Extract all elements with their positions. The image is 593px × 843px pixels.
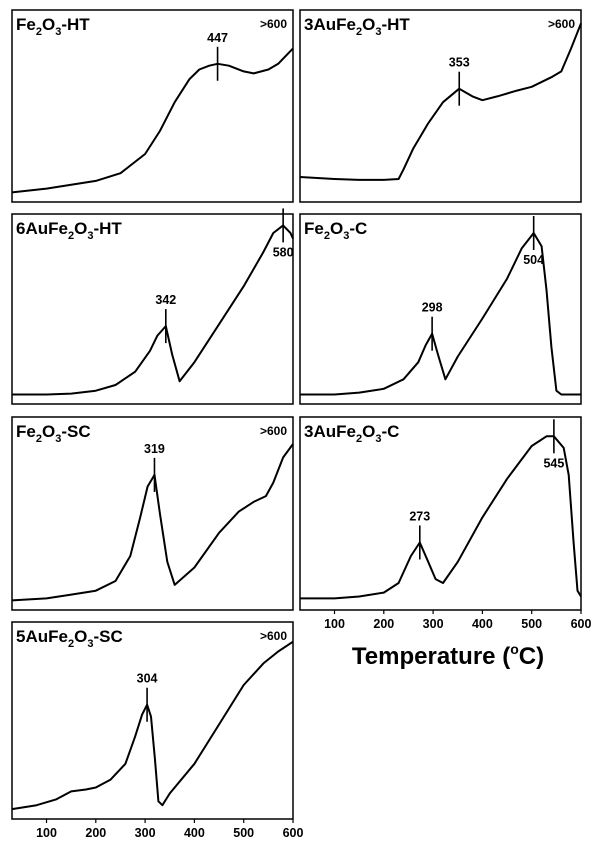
panel-title: 6AuFe2O3-HT <box>16 219 122 242</box>
x-tick-label: 300 <box>423 617 444 631</box>
x-tick-label: 400 <box>184 826 205 840</box>
series-line <box>12 224 294 396</box>
panel-frame <box>11 213 294 405</box>
x-tick-label: 600 <box>571 617 592 631</box>
x-axis-label: Temperature (oC) <box>352 641 544 670</box>
panel-title: Fe2O3-C <box>304 219 367 242</box>
series-line <box>11 443 294 602</box>
panel-title: Fe2O3-HT <box>16 15 90 38</box>
x-tick-label: 500 <box>233 826 254 840</box>
series-line <box>300 232 581 396</box>
x-tick-label: 500 <box>521 617 542 631</box>
peak-label: 447 <box>207 31 228 45</box>
corner-label: >600 <box>548 17 575 31</box>
series-line <box>300 435 582 600</box>
series-line <box>11 47 294 194</box>
peak-label: 304 <box>137 672 158 686</box>
corner-label: >600 <box>260 424 287 438</box>
peak-label: 545 <box>543 456 564 470</box>
x-tick-label: 400 <box>472 617 493 631</box>
peak-label: 504 <box>523 253 544 267</box>
peak-label: 298 <box>422 301 443 315</box>
peak-label: 353 <box>449 56 470 70</box>
peak-label: 580 <box>273 245 294 259</box>
panel-title: Fe2O3-SC <box>16 422 91 445</box>
x-tick-label: 300 <box>135 826 156 840</box>
x-tick-label: 100 <box>36 826 57 840</box>
x-tick-label: 600 <box>283 826 304 840</box>
panel-7: 5AuFe2O3-SC >600 304 100 200 300 400 500 600 <box>11 621 304 840</box>
peak-label: 273 <box>409 509 430 523</box>
panel-4: Fe2O3-C 298 504 <box>299 213 582 405</box>
panel-2: 3AuFe2O3-HT >600 353 <box>299 9 582 203</box>
panel-frame <box>299 213 582 405</box>
panel-frame <box>11 416 294 611</box>
peak-label: 342 <box>155 293 176 307</box>
panel-frame <box>11 9 294 203</box>
panel-frame <box>299 9 582 203</box>
series-line <box>11 640 294 811</box>
panel-6: 3AuFe2O3-C 273 545 100 200 300 400 500 600 <box>299 416 592 631</box>
series-line <box>299 23 582 181</box>
x-tick-label: 200 <box>373 617 394 631</box>
peak-label: 319 <box>144 442 165 456</box>
panel-frame <box>11 621 294 820</box>
x-tick-label: 100 <box>324 617 345 631</box>
panel-1: Fe2O3-HT >600 447 <box>11 9 294 203</box>
panel-3: 6AuFe2O3-HT 342 580 <box>11 208 294 405</box>
panel-title: 5AuFe2O3-SC <box>16 627 123 650</box>
x-tick-label: 200 <box>85 826 106 840</box>
panel-frame <box>299 416 582 611</box>
panel-5: Fe2O3-SC >600 319 <box>11 416 294 611</box>
panel-title: 3AuFe2O3-C <box>304 422 399 445</box>
corner-label: >600 <box>260 17 287 31</box>
panel-title: 3AuFe2O3-HT <box>304 15 410 38</box>
corner-label: >600 <box>260 629 287 643</box>
